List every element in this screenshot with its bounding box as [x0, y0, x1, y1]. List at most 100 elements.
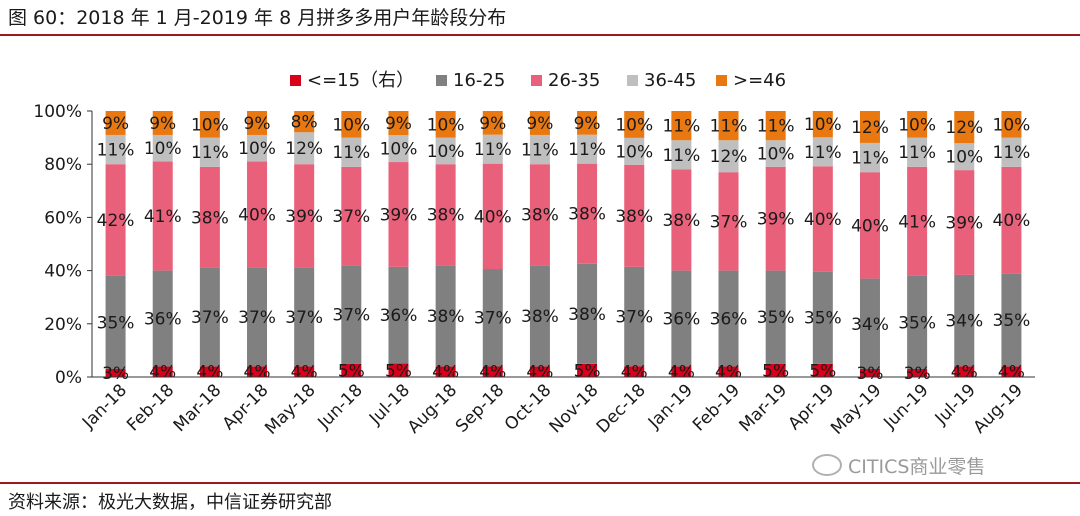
- bar-segment: [152, 134, 173, 162]
- bar-segment: [247, 161, 268, 268]
- data-label: 39%: [945, 214, 983, 234]
- data-label: 4%: [951, 363, 978, 383]
- data-label: 10%: [615, 115, 653, 135]
- legend-swatch-1: [436, 75, 447, 86]
- data-label: 11%: [662, 146, 700, 166]
- data-label: 39%: [380, 205, 418, 225]
- data-label: 4%: [526, 363, 553, 383]
- data-label: 39%: [285, 207, 323, 227]
- bar-segment: [529, 164, 550, 266]
- data-label: 9%: [479, 114, 506, 134]
- data-label: 12%: [285, 139, 323, 159]
- data-label: 4%: [715, 363, 742, 383]
- bar-segment: [529, 265, 550, 367]
- data-label: 12%: [710, 147, 748, 167]
- data-label: 4%: [291, 363, 318, 383]
- data-label: 11%: [757, 117, 795, 137]
- bar-segment: [624, 164, 645, 267]
- data-label: 40%: [851, 216, 889, 236]
- legend-swatch-0: [290, 75, 301, 86]
- x-tick-label: Jan-19: [644, 380, 697, 433]
- bar-segment: [907, 275, 928, 370]
- bar-segment: [294, 164, 315, 268]
- data-label: 8%: [291, 113, 318, 133]
- data-label: 11%: [710, 117, 748, 137]
- data-label: 35%: [804, 309, 842, 329]
- bar-segment: [435, 366, 456, 377]
- data-label: 42%: [97, 211, 135, 231]
- bar-segment: [954, 170, 975, 275]
- bar-segment: [577, 363, 598, 377]
- data-label: 10%: [898, 115, 936, 135]
- bar-segment: [247, 366, 268, 377]
- y-tick-label: 40%: [44, 262, 82, 282]
- data-label: 9%: [149, 114, 176, 134]
- bar-segment: [765, 270, 786, 364]
- data-label: 37%: [238, 308, 276, 328]
- data-label: 37%: [710, 212, 748, 232]
- bar-segment: [954, 274, 975, 367]
- bar-segment: [812, 166, 833, 272]
- bar-segment: [199, 166, 220, 268]
- bar-segment: [388, 162, 409, 267]
- data-label: 11%: [898, 143, 936, 163]
- data-label: 11%: [97, 141, 135, 161]
- data-label: 37%: [191, 308, 229, 328]
- data-label: 4%: [621, 363, 648, 383]
- data-label: 3%: [102, 364, 129, 384]
- data-label: 12%: [851, 118, 889, 138]
- bar-segment: [812, 271, 833, 364]
- bar-segment: [1001, 273, 1022, 367]
- watermark-text: CITICS商业零售: [848, 456, 986, 478]
- data-label: 4%: [244, 363, 271, 383]
- y-tick-label: 0%: [55, 368, 82, 388]
- legend-label-2: 26-35: [548, 70, 600, 91]
- bar-segment: [199, 111, 220, 138]
- bar-segment: [341, 137, 362, 167]
- stacked-bar-chart: <=15（右） 16-25 26-35 36-45 >=46 0% 20% 40% 60% 80…: [33, 70, 1035, 439]
- bar-segment: [435, 137, 456, 165]
- data-label: 35%: [993, 311, 1031, 331]
- bar-segment: [577, 263, 598, 364]
- legend-label-1: 16-25: [453, 70, 505, 91]
- bar-segment: [341, 363, 362, 377]
- x-tick-label: Dec-18: [593, 380, 650, 437]
- bar-segment: [812, 363, 833, 377]
- wechat-icon: [812, 454, 842, 476]
- bar-segment: [482, 134, 503, 164]
- bar-segment: [859, 278, 880, 370]
- data-label: 38%: [427, 206, 465, 226]
- source-divider: [0, 482, 1080, 484]
- y-tick-label: 60%: [44, 208, 82, 228]
- x-tick-label: Oct-18: [501, 380, 556, 435]
- bar-segment: [812, 111, 833, 138]
- data-label: 5%: [762, 361, 789, 381]
- data-label: 35%: [97, 313, 135, 333]
- legend-label-3: 36-45: [644, 70, 696, 91]
- data-label: 10%: [238, 139, 276, 159]
- bar-segment: [765, 111, 786, 141]
- data-label: 39%: [757, 210, 795, 230]
- bar-segment: [718, 140, 739, 173]
- bar-segment: [152, 270, 173, 367]
- chart-legend: <=15（右） 16-25 26-35 36-45 >=46: [290, 70, 786, 91]
- legend-label-4: >=46: [733, 70, 786, 91]
- bar-segment: [577, 134, 598, 164]
- bar-segment: [247, 267, 268, 367]
- bar-segment: [105, 164, 126, 276]
- bar-segment: [247, 111, 268, 135]
- bar-segment: [671, 169, 692, 271]
- data-label: 38%: [427, 307, 465, 327]
- bar-segment: [105, 369, 126, 377]
- data-label: 36%: [144, 309, 182, 329]
- bar-segment: [152, 111, 173, 135]
- data-label: 11%: [804, 143, 842, 163]
- data-label: 34%: [851, 315, 889, 335]
- bar-segment: [671, 366, 692, 377]
- bar-segment: [247, 134, 268, 162]
- data-label: 38%: [662, 211, 700, 231]
- legend-swatch-4: [716, 75, 727, 86]
- data-label: 10%: [427, 115, 465, 135]
- x-tick-label: Mar-18: [170, 380, 226, 436]
- bar-segment: [718, 172, 739, 271]
